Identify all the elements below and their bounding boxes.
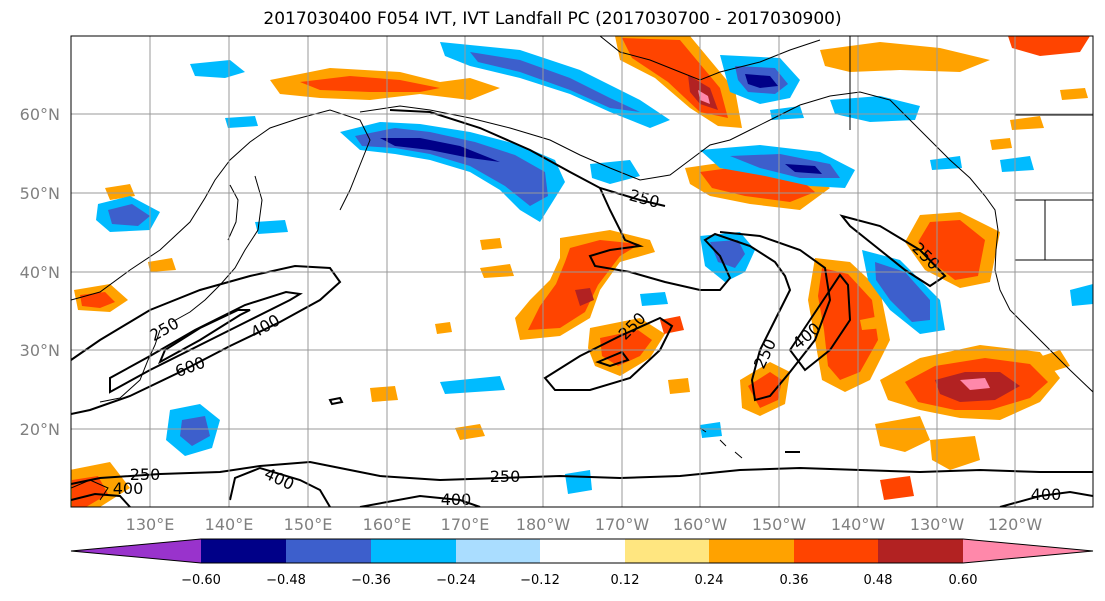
gridlines	[71, 36, 1093, 507]
colorbar-segment	[709, 539, 794, 563]
lon-label: 170°E	[441, 515, 490, 534]
contour-label: 250	[490, 467, 521, 486]
latitude-labels: 60°N 50°N 40°N 30°N 20°N	[20, 105, 60, 439]
lat-label: 60°N	[20, 105, 60, 124]
lon-label: 140°E	[205, 515, 254, 534]
lon-label: 140°W	[831, 515, 886, 534]
contour-label: 400	[113, 479, 144, 498]
contour-label: 400	[1031, 485, 1062, 504]
lon-label: 180°W	[516, 515, 571, 534]
colorbar-tick-label: −0.12	[520, 573, 560, 588]
map-frame	[70, 35, 1094, 508]
lon-label: 160°E	[363, 515, 412, 534]
lon-label: 150°E	[284, 515, 333, 534]
ivt-contours	[71, 109, 1093, 507]
colorbar-segment	[878, 539, 963, 563]
colorbar-segment	[540, 539, 625, 563]
colorbar: −0.60 −0.48 −0.36 −0.24 −0.12 0.12 0.24 …	[70, 538, 1094, 588]
lat-label: 30°N	[20, 341, 60, 360]
lon-label: 130°E	[126, 515, 175, 534]
colorbar-segment	[625, 539, 709, 563]
lon-label: 150°W	[752, 515, 807, 534]
colorbar-tick-label: −0.24	[436, 573, 476, 588]
map-title: 2017030400 F054 IVT, IVT Landfall PC (20…	[263, 9, 842, 29]
colorbar-segment	[371, 539, 456, 563]
lon-label: 130°W	[910, 515, 965, 534]
colorbar-outline	[70, 538, 1094, 564]
colorbar-tick-label: −0.36	[351, 573, 391, 588]
colorbar-tick-label: 0.60	[949, 573, 978, 588]
lon-label: 160°W	[673, 515, 728, 534]
colorbar-tick-label: 0.12	[611, 573, 640, 588]
colorbar-segment	[963, 539, 1093, 563]
negative-anomaly-areas	[96, 42, 1093, 494]
contour-label: 400	[441, 490, 472, 509]
colorbar-tick-label: −0.48	[266, 573, 306, 588]
colorbar-segment	[794, 539, 878, 563]
lon-label: 120°W	[988, 515, 1043, 534]
colorbar-tick-label: −0.60	[181, 573, 221, 588]
lat-label: 50°N	[20, 184, 60, 203]
colorbar-segment	[201, 539, 286, 563]
lat-label: 20°N	[20, 420, 60, 439]
longitude-labels: 130°E 140°E 150°E 160°E 170°E 180°W 170°…	[126, 515, 1043, 534]
colorbar-segment	[456, 539, 540, 563]
contour-label: 250	[130, 465, 161, 484]
colorbar-segment	[286, 539, 371, 563]
colorbar-tick-label: 0.24	[695, 573, 724, 588]
lon-label: 170°W	[595, 515, 650, 534]
colorbar-tick-label: 0.48	[864, 573, 893, 588]
lat-label: 40°N	[20, 263, 60, 282]
colorbar-segment	[71, 539, 201, 563]
colorbar-tick-label: 0.36	[780, 573, 809, 588]
